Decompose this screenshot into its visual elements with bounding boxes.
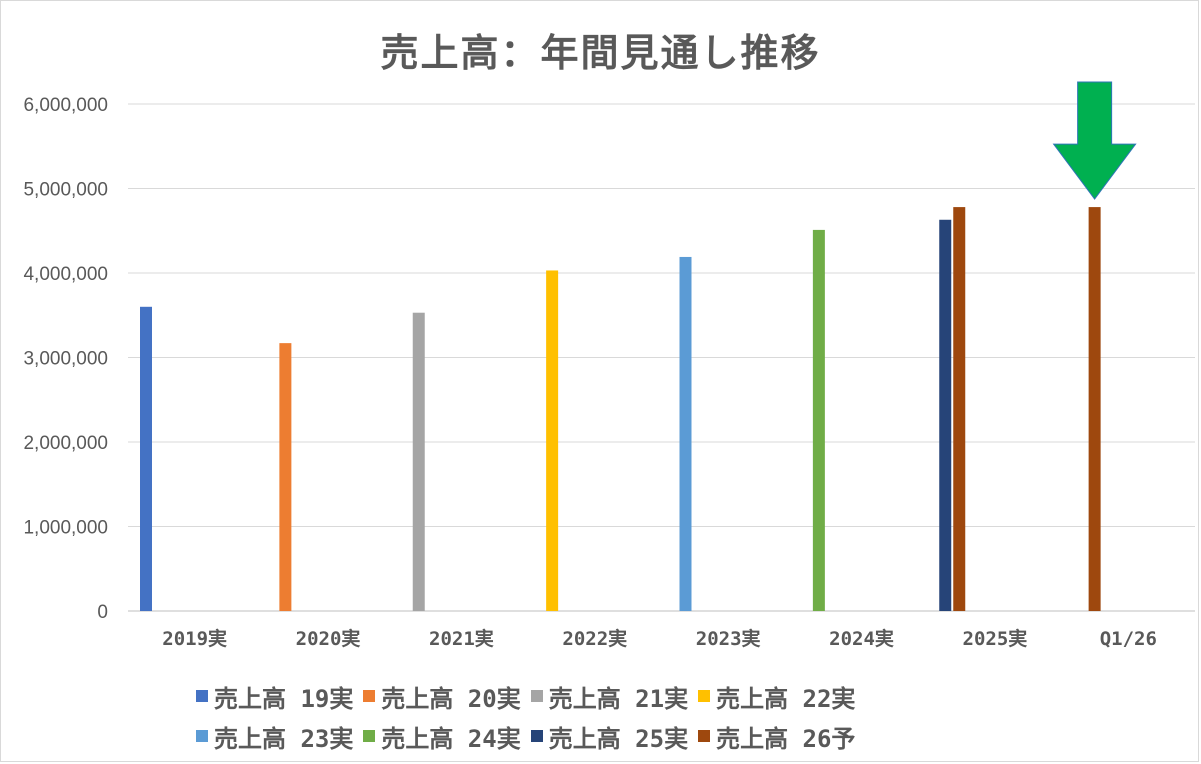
bar-売上高-25実 bbox=[939, 219, 952, 611]
legend-item: 売上高 21実 bbox=[530, 679, 689, 714]
x-tick-label: 2021実 bbox=[429, 627, 494, 650]
legend-swatch bbox=[530, 690, 543, 702]
x-tick-label: 2019実 bbox=[162, 627, 227, 650]
bar-売上高-20実 bbox=[279, 343, 292, 611]
legend-label: 売上高 21実 bbox=[548, 684, 689, 713]
legend-item: 売上高 19実 bbox=[196, 679, 353, 714]
legend-swatch bbox=[698, 730, 711, 742]
bar-売上高-26予 bbox=[1088, 207, 1101, 611]
legend-label: 売上高 26予 bbox=[716, 724, 856, 753]
down-arrow-icon bbox=[1052, 81, 1137, 200]
legend-swatch bbox=[363, 730, 376, 742]
x-tick-label: 2020実 bbox=[296, 627, 361, 650]
bar-売上高-23実 bbox=[679, 256, 692, 611]
legend-label: 売上高 20実 bbox=[381, 684, 521, 713]
legend-row: 売上高 23実 売上高 24実 売上高 25実 売上高 26予 bbox=[196, 716, 1016, 756]
legend-swatch bbox=[698, 690, 711, 702]
chart-legend: 売上高 19実 売上高 20実 売上高 21実 売上高 22実 売上高 23実 売上高 2… bbox=[196, 676, 1016, 756]
y-tick-label: 4,000,000 bbox=[23, 264, 108, 285]
y-tick-label: 2,000,000 bbox=[23, 433, 108, 454]
y-tick-label: 6,000,000 bbox=[23, 95, 108, 116]
x-tick-label: 2024実 bbox=[829, 627, 894, 650]
bar-売上高-24実 bbox=[812, 229, 825, 611]
legend-swatch bbox=[196, 690, 208, 702]
legend-label: 売上高 22実 bbox=[716, 684, 856, 713]
legend-label: 売上高 25実 bbox=[548, 724, 689, 753]
legend-swatch bbox=[363, 690, 376, 702]
legend-item: 売上高 23実 bbox=[196, 719, 353, 754]
bar-売上高-26予 bbox=[953, 207, 966, 611]
bar-売上高-21実 bbox=[412, 312, 425, 611]
legend-label: 売上高 23実 bbox=[214, 724, 354, 753]
x-tick-label: 2023実 bbox=[696, 627, 761, 650]
legend-item: 売上高 24実 bbox=[363, 719, 521, 754]
bar-売上高-22実 bbox=[546, 270, 559, 611]
y-tick-label: 3,000,000 bbox=[23, 349, 108, 370]
legend-row: 売上高 19実 売上高 20実 売上高 21実 売上高 22実 bbox=[196, 676, 1016, 716]
y-tick-label: 1,000,000 bbox=[23, 518, 108, 539]
legend-item: 売上高 22実 bbox=[698, 679, 855, 714]
legend-swatch bbox=[530, 730, 543, 742]
y-tick-label: 0 bbox=[97, 602, 108, 623]
legend-label: 売上高 19実 bbox=[214, 684, 354, 713]
x-tick-label: 2025実 bbox=[963, 627, 1028, 650]
chart-title: 売上高：年間見通し推移 bbox=[380, 31, 821, 75]
legend-swatch bbox=[196, 730, 208, 742]
bar-売上高-19実 bbox=[140, 306, 152, 611]
legend-item: 売上高 20実 bbox=[363, 679, 521, 714]
legend-item: 売上高 25実 bbox=[530, 719, 689, 754]
y-tick-label: 5,000,000 bbox=[23, 180, 108, 201]
x-tick-label: 2022実 bbox=[562, 627, 627, 650]
x-tick-label: Q1/26 bbox=[1100, 628, 1157, 650]
legend-label: 売上高 24実 bbox=[381, 724, 521, 753]
legend-item: 売上高 26予 bbox=[698, 719, 855, 754]
